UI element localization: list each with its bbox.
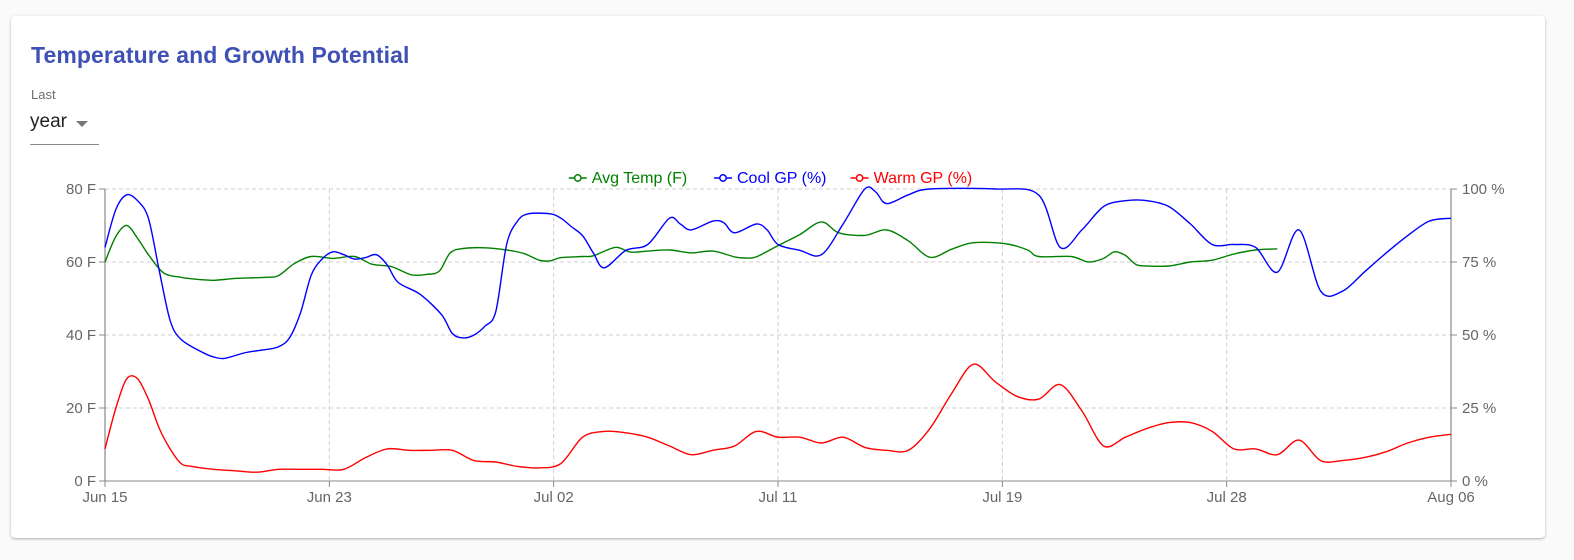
y-left-tick-label: 40 F bbox=[66, 327, 96, 344]
x-tick-label: Jun 23 bbox=[307, 489, 352, 506]
legend-marker bbox=[855, 174, 864, 182]
legend-label: Cool GP (%) bbox=[737, 170, 827, 187]
y-left-tick-label: 0 F bbox=[74, 473, 96, 490]
range-select-value: year bbox=[30, 111, 67, 132]
y-right-tick-label: 100 % bbox=[1462, 181, 1505, 198]
x-tick-label: Jul 28 bbox=[1207, 489, 1247, 506]
range-select-label: Last bbox=[31, 87, 56, 102]
y-right-tick-label: 0 % bbox=[1462, 473, 1488, 490]
legend-item-warm-gp: Warm GP (%) bbox=[850, 170, 973, 187]
legend-label: Warm GP (%) bbox=[874, 170, 973, 187]
series-line-warm-gp bbox=[104, 363, 1452, 473]
legend-label: Avg Temp (F) bbox=[592, 170, 687, 187]
y-right-tick-label: 50 % bbox=[1462, 327, 1496, 344]
legend-item-avg-temp: Avg Temp (F) bbox=[568, 170, 687, 187]
series-line-cool-gp bbox=[104, 186, 1452, 360]
x-tick-label: Jul 02 bbox=[534, 489, 574, 506]
chevron-down-icon bbox=[76, 121, 88, 127]
x-tick-label: Jun 15 bbox=[82, 489, 127, 506]
chart-title: Temperature and Growth Potential bbox=[31, 42, 410, 68]
range-select[interactable]: year bbox=[30, 110, 99, 145]
y-right-tick-label: 75 % bbox=[1462, 254, 1496, 271]
y-left-tick-label: 60 F bbox=[66, 254, 96, 271]
legend-marker bbox=[573, 174, 582, 182]
y-left-tick-label: 80 F bbox=[66, 181, 96, 198]
legend-marker bbox=[719, 174, 727, 182]
y-right-tick-label: 25 % bbox=[1462, 400, 1496, 417]
series-line-avg-temp bbox=[104, 221, 1278, 281]
x-tick-label: Jul 11 bbox=[759, 489, 798, 506]
legend: Avg Temp (F) Cool GP (%) Warm GP (%) bbox=[568, 170, 973, 187]
x-tick-label: Aug 06 bbox=[1427, 489, 1475, 506]
y-left-tick-label: 20 F bbox=[66, 400, 96, 417]
x-tick-label: Jul 19 bbox=[982, 489, 1022, 506]
legend-item-cool-gp: Cool GP (%) bbox=[714, 170, 827, 187]
